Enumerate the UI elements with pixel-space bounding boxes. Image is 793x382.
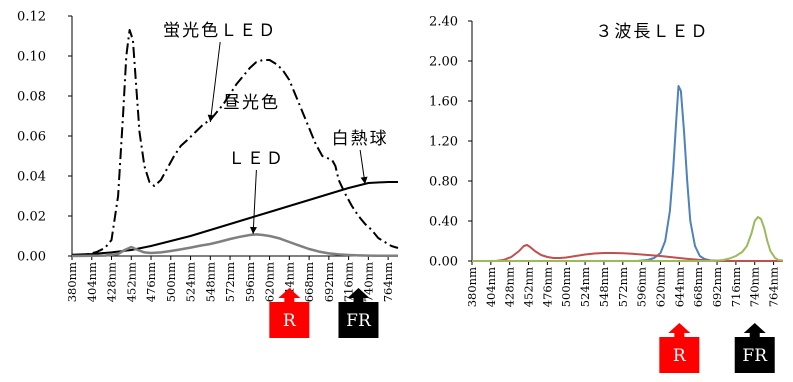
x-tick-label: 692nm xyxy=(322,262,336,302)
x-tick-label: 620nm xyxy=(263,262,277,302)
y-tick-label: 2.40 xyxy=(429,15,458,30)
annotation-arrow-head xyxy=(360,176,368,184)
y-tick-label: 0.04 xyxy=(17,170,46,185)
x-tick-label: 716nm xyxy=(342,262,356,302)
x-tick-label: 548nm xyxy=(203,262,217,302)
annotation-label: ３波長ＬＥＤ xyxy=(595,22,709,42)
series-line-2 xyxy=(71,181,398,256)
y-tick-label: 2.00 xyxy=(429,55,458,70)
x-tick-label: 476nm xyxy=(540,267,554,307)
x-tick-label: 452nm xyxy=(522,267,536,307)
x-tick-label: 428nm xyxy=(105,262,119,302)
series-line-3 xyxy=(472,216,784,262)
y-tick-label: 0.00 xyxy=(429,255,458,270)
x-tick-label: 572nm xyxy=(616,267,630,307)
marker-arrow-fr xyxy=(734,323,775,373)
marker-label: R xyxy=(673,346,687,366)
series-line-1 xyxy=(71,29,399,257)
x-tick-label: 620nm xyxy=(653,267,667,307)
x-tick-label: 740nm xyxy=(748,267,762,307)
annotation-label: 白熱球 xyxy=(332,129,389,149)
x-tick-label: 524nm xyxy=(578,267,592,307)
x-tick-label: 572nm xyxy=(223,262,237,302)
annotation-arrow-head xyxy=(207,114,215,122)
x-tick-label: 764nm xyxy=(381,262,395,302)
x-tick-label: 716nm xyxy=(729,267,743,307)
annotation-label: 蛍光色ＬＥＤ xyxy=(163,21,277,41)
annotation-arrow-line xyxy=(209,41,221,123)
x-tick-label: 668nm xyxy=(302,262,316,302)
x-tick-label: 380nm xyxy=(65,262,79,302)
annotation-arrow-line xyxy=(252,169,257,235)
y-tick-label: 1.20 xyxy=(429,135,458,150)
x-tick-label: 476nm xyxy=(144,262,158,302)
x-tick-label: 500nm xyxy=(559,267,573,307)
x-tick-label: 548nm xyxy=(597,267,611,307)
x-tick-label: 428nm xyxy=(503,267,517,307)
x-tick-label: 692nm xyxy=(710,267,724,307)
x-tick-label: 596nm xyxy=(243,262,257,302)
x-tick-label: 740nm xyxy=(361,262,375,302)
x-tick-label: 404nm xyxy=(85,262,99,302)
marker-arrow-r xyxy=(659,323,700,373)
chart-panel-1: 0.00 0.02 0.04 0.06 0.08 0.10 0.12 380nm 404nm 42… xyxy=(17,10,399,338)
x-tick-label: 644nm xyxy=(672,267,686,307)
y-tick-label: 0.10 xyxy=(17,50,46,65)
marker-label: FR xyxy=(346,311,372,331)
y-tick-label: 0.02 xyxy=(17,210,46,225)
x-tick-label: 668nm xyxy=(691,267,705,307)
x-tick-label: 380nm xyxy=(465,267,479,307)
x-tick-label: 596nm xyxy=(635,267,649,307)
series-line-1 xyxy=(472,85,783,262)
x-tick-label: 452nm xyxy=(124,262,138,302)
marker-arrow-r xyxy=(269,288,310,338)
chart-panel-2: 0.00 0.40 0.80 1.20 1.60 2.00 2.40 380nm 404nm 42… xyxy=(429,15,784,373)
x-tick-label: 764nm xyxy=(767,267,781,307)
x-tick-label: 500nm xyxy=(164,262,178,302)
marker-arrow-fr xyxy=(338,288,379,338)
x-tick-label: 404nm xyxy=(484,267,498,307)
y-tick-label: 1.60 xyxy=(429,95,458,110)
marker-label: R xyxy=(283,311,297,331)
x-tick-label: 524nm xyxy=(184,262,198,302)
annotation-label: ＬＥＤ xyxy=(228,149,285,169)
annotation-arrow-head xyxy=(249,226,257,234)
series-line-2 xyxy=(472,244,784,262)
y-tick-label: 0.08 xyxy=(17,90,46,105)
y-tick-label: 0.80 xyxy=(429,175,458,190)
series-line-3 xyxy=(71,233,398,258)
marker-label: FR xyxy=(742,346,768,366)
y-tick-label: 0.06 xyxy=(17,130,46,145)
annotation-label: 昼光色 xyxy=(223,93,280,113)
y-tick-label: 0.40 xyxy=(429,215,458,230)
y-tick-label: 0.00 xyxy=(17,250,46,265)
y-tick-label: 0.12 xyxy=(17,10,46,25)
